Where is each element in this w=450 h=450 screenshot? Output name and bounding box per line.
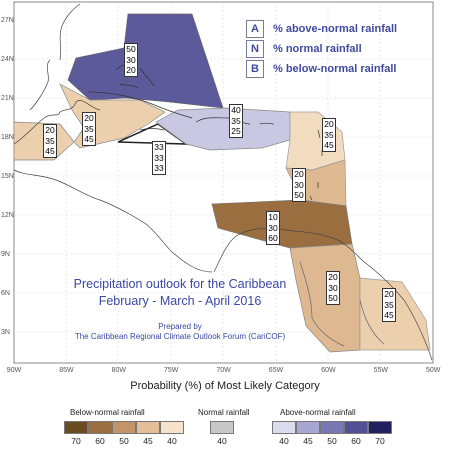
below-level-label: 45 — [143, 436, 153, 446]
below-level-label: 60 — [95, 436, 105, 446]
x-tick-label: 70W — [216, 367, 231, 374]
above-level-label: 45 — [303, 436, 313, 446]
key-text-normal: % normal rainfall — [273, 43, 362, 55]
x-tick-label: 55W — [374, 367, 389, 374]
category-key: A % above-normal rainfall N % normal rai… — [246, 19, 422, 79]
probability-title: Probability (%) of Most Likely Category — [130, 380, 320, 392]
above-swatch — [320, 421, 344, 434]
y-tick-label: 27N — [1, 17, 14, 24]
y-axis-ticks: 27N 24N 21N 18N 15N 12N 9N 6N 3N — [1, 17, 14, 336]
y-tick-label: 15N — [1, 173, 14, 180]
normal-swatch — [210, 421, 234, 434]
prob-box-southern-caribbean: 10 30 60 — [266, 211, 280, 245]
below-swatch — [64, 421, 88, 434]
below-normal-label: Below-normal rainfall — [70, 408, 145, 417]
prob-box-jamaica-triangle: 33 33 33 — [152, 141, 166, 175]
y-tick-label: 6N — [1, 290, 10, 297]
prob-box-bahamas-north: 50 30 20 — [124, 43, 138, 77]
above-swatch — [368, 421, 392, 434]
organization: The Caribbean Regional Climate Outlook F… — [74, 332, 286, 341]
map-title: Precipitation outlook for the Caribbean — [73, 277, 287, 291]
above-level-label: 70 — [375, 436, 385, 446]
below-level-label: 70 — [71, 436, 81, 446]
prob-box-windward: 20 30 50 — [292, 168, 306, 202]
prob-box-leeward: 20 35 45 — [322, 118, 336, 152]
key-above: A % above-normal rainfall — [246, 19, 422, 39]
region-guyana — [289, 243, 361, 353]
key-text-below: % below-normal rainfall — [273, 63, 397, 75]
prob-box-french-guiana: 20 35 45 — [382, 288, 396, 322]
above-level-label: 60 — [351, 436, 361, 446]
key-letter-n: N — [246, 40, 264, 58]
y-tick-label: 21N — [1, 95, 14, 102]
x-axis-ticks: 90W 85W 80W 75W 70W 65W 60W 55W 50W — [7, 367, 441, 374]
normal-level-label: 40 — [217, 436, 227, 446]
x-tick-label: 50W — [426, 367, 441, 374]
below-swatch — [88, 421, 112, 434]
above-swatch — [272, 421, 296, 434]
below-swatch — [112, 421, 136, 434]
x-tick-label: 60W — [321, 367, 336, 374]
x-tick-label: 75W — [164, 367, 179, 374]
y-tick-label: 3N — [1, 329, 10, 336]
key-below: B % below-normal rainfall — [246, 59, 422, 79]
key-letter-a: A — [246, 20, 264, 38]
map-subtitle: February - March - April 2016 — [98, 294, 262, 308]
prob-box-guyana: 20 30 50 — [326, 271, 340, 305]
y-tick-label: 18N — [1, 134, 14, 141]
region-bahamas-north — [67, 13, 224, 109]
below-level-label: 40 — [167, 436, 177, 446]
above-swatch — [344, 421, 368, 434]
x-tick-label: 65W — [269, 367, 284, 374]
prob-box-cuba-west: 20 35 45 — [82, 112, 96, 146]
coastlines — [13, 3, 433, 361]
above-level-label: 40 — [279, 436, 289, 446]
y-tick-label: 12N — [1, 212, 14, 219]
above-normal-label: Above-normal rainfall — [280, 408, 356, 417]
normal-label: Normal rainfall — [198, 408, 250, 417]
prepared-by: Prepared by — [158, 322, 202, 331]
x-tick-label: 80W — [112, 367, 127, 374]
above-swatch — [296, 421, 320, 434]
below-swatch — [136, 421, 160, 434]
key-normal: N % normal rainfall — [246, 39, 422, 59]
below-swatch — [160, 421, 184, 434]
key-letter-b: B — [246, 60, 264, 78]
below-level-label: 50 — [119, 436, 129, 446]
above-level-label: 50 — [327, 436, 337, 446]
prob-box-hispaniola: 40 35 25 — [229, 104, 243, 138]
x-tick-label: 85W — [59, 367, 74, 374]
y-tick-label: 24N — [1, 56, 14, 63]
x-tick-label: 90W — [7, 367, 22, 374]
y-tick-label: 9N — [1, 251, 10, 258]
key-text-above: % above-normal rainfall — [273, 23, 398, 35]
prob-box-jamaica-west: 20 35 45 — [43, 124, 57, 158]
